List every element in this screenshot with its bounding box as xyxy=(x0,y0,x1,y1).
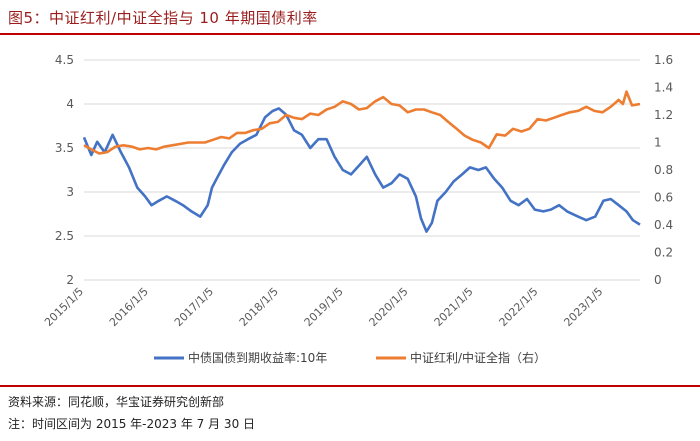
x-axis-tick-label: 2017/1/5 xyxy=(172,285,216,329)
x-axis-tick-label: 2022/1/5 xyxy=(496,285,540,329)
left-axis-ticks: 2 2.5 3 3.5 4 4.5 xyxy=(55,53,74,287)
left-axis-tick-label: 2 xyxy=(66,273,74,287)
right-axis-tick-label: 0.8 xyxy=(654,163,673,177)
bottom-rule xyxy=(0,385,700,387)
left-axis-tick-label: 3 xyxy=(66,185,74,199)
left-axis-tick-label: 3.5 xyxy=(55,141,74,155)
series-line-bond-yield xyxy=(82,107,641,233)
x-axis-tick-label: 2018/1/5 xyxy=(237,285,281,329)
right-axis-tick-label: 0.6 xyxy=(654,191,673,205)
left-axis-tick-label: 4 xyxy=(66,97,74,111)
x-axis-ticks: 2015/1/5 2016/1/5 2017/1/5 2018/1/5 2019/1/5… xyxy=(42,285,606,329)
legend: 中债国债到期收益率:10年 中证红利/中证全指（右） xyxy=(154,350,546,365)
series-line-dividend-ratio xyxy=(83,90,641,155)
legend-label-dividend-ratio: 中证红利/中证全指（右） xyxy=(410,350,546,365)
right-axis-tick-label: 0 xyxy=(654,273,662,287)
date-range-note: 注：时间区间为 2015 年-2023 年 7 月 30 日 xyxy=(8,417,256,431)
x-axis-tick-label: 2015/1/5 xyxy=(42,285,86,329)
x-axis-tick-label: 2021/1/5 xyxy=(432,285,476,329)
source-note: 资料来源：同花顺，华宝证券研究创新部 xyxy=(8,395,225,409)
right-axis-tick-label: 1.6 xyxy=(654,53,673,67)
figure-title: 图5：中证红利/中证全指与 10 年期国债利率 xyxy=(8,9,318,27)
line-chart: 2 2.5 3 3.5 4 4.5 0 0.2 0.4 0.6 0.8 1 1.2 1.4 1.6 201… xyxy=(42,53,673,365)
gridlines xyxy=(84,59,640,281)
left-axis-tick-label: 4.5 xyxy=(55,53,74,67)
left-axis-tick-label: 2.5 xyxy=(55,229,74,243)
x-axis-tick-label: 2016/1/5 xyxy=(107,285,151,329)
right-axis-tick-label: 1.2 xyxy=(654,108,673,122)
right-axis-tick-label: 0.2 xyxy=(654,246,673,260)
legend-label-bond-yield: 中债国债到期收益率:10年 xyxy=(188,350,327,365)
x-axis-tick-label: 2019/1/5 xyxy=(302,285,346,329)
right-axis-tick-label: 1 xyxy=(654,136,662,150)
x-axis-tick-label: 2023/1/5 xyxy=(561,285,605,329)
right-axis-tick-label: 1.4 xyxy=(654,81,673,95)
right-axis-tick-label: 0.4 xyxy=(654,218,673,232)
top-rule xyxy=(0,33,700,35)
x-axis-tick-label: 2020/1/5 xyxy=(367,285,411,329)
right-axis-ticks: 0 0.2 0.4 0.6 0.8 1 1.2 1.4 1.6 xyxy=(654,53,673,287)
